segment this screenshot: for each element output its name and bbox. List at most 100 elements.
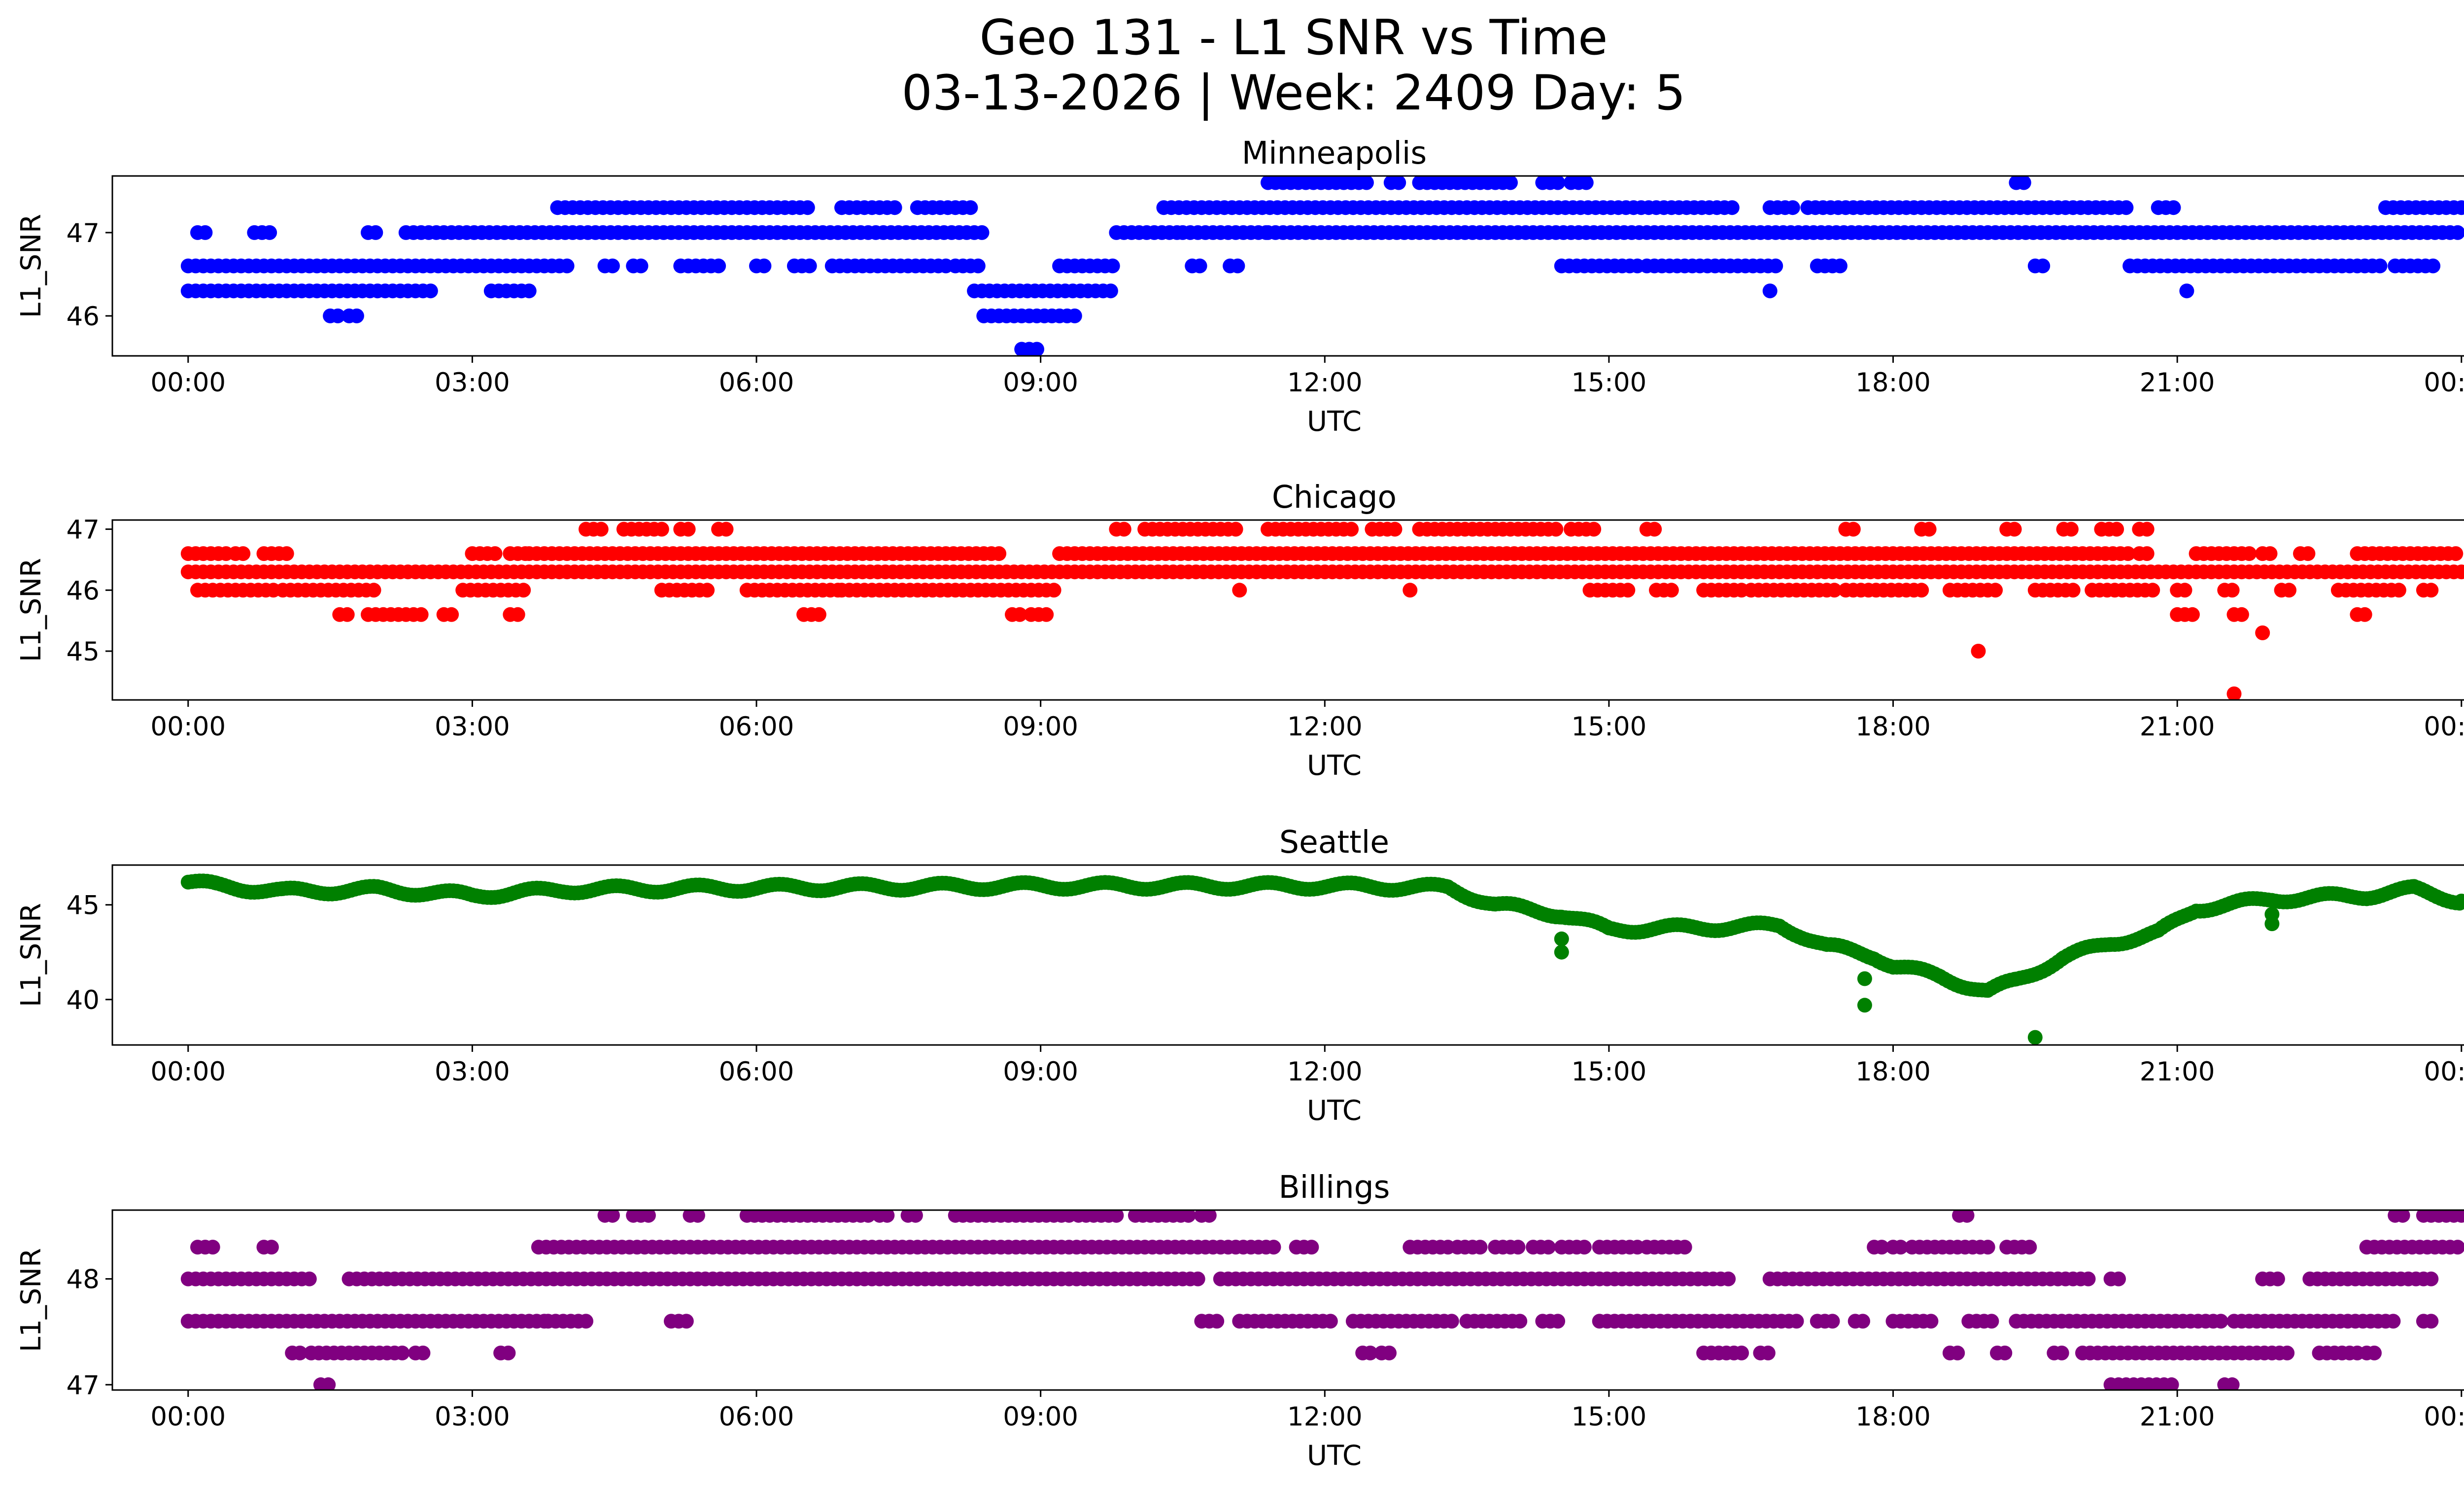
data-point [1323,1314,1338,1329]
data-point [1109,1210,1124,1223]
data-point [1039,607,1054,622]
y-tick-label: 46 [67,302,100,332]
data-point [2185,607,2200,622]
data-point [1647,522,1662,537]
x-tick-label: 00:00 [2424,368,2464,398]
subplot-title: Chicago [1272,479,1397,515]
data-point [605,258,620,274]
subplot-title: Seattle [1279,824,1389,860]
data-point [2234,607,2249,622]
subplot-minneapolis: Minneapolis 00:00 03:00 06:00 09:00 12:00 15:0… [15,135,2464,438]
x-tick-label: 03:00 [435,1402,510,1432]
data-point [1855,1314,1870,1329]
data-point [1825,1314,1840,1329]
x-tick-label: 00:00 [150,1402,226,1432]
data-point [487,546,503,561]
data-point [1923,1314,1939,1329]
data-point [2454,894,2464,908]
data-point [2027,1030,2043,1045]
y-tick-label: 45 [67,637,100,667]
data-point [1181,1210,1196,1223]
data-point [321,1377,336,1390]
data-point [1762,283,1778,299]
y-tick-label: 47 [67,218,100,248]
data-point [1029,342,1044,356]
subplot-seattle: Seattle 00:00 03:00 06:00 09:00 12:00 15:00 18:… [15,824,2464,1127]
x-tick-label: 21:00 [2140,368,2215,398]
data-point [2145,583,2160,598]
data-point [1921,522,1937,537]
x-tick-label: 00:00 [150,712,226,742]
data-point [679,1314,694,1329]
data-point [1554,944,1569,960]
data-point [559,258,575,274]
x-tick-label: 15:00 [1572,368,1647,398]
data-point [516,583,531,598]
data-point [1971,644,1986,659]
data-point [1232,583,1247,598]
data-point [963,200,978,215]
data-point [1192,258,1207,274]
data-point [579,1314,593,1329]
data-point [2179,283,2194,299]
data-point [1116,522,1131,537]
data-points [180,873,2464,1045]
y-tick-label: 45 [67,891,100,921]
x-tick-label: 18:00 [1855,1057,1931,1087]
data-point [1959,1210,1975,1223]
data-point [2164,1377,2179,1390]
data-point [2063,522,2079,537]
x-tick-label: 00:00 [150,1057,226,1087]
data-point [205,1240,220,1255]
data-point [887,200,902,215]
data-point [633,258,649,274]
data-point [423,283,438,299]
data-point [1721,1271,1736,1286]
x-tick-label: 09:00 [1003,712,1078,742]
data-point [1988,583,2003,598]
data-point [756,258,772,274]
x-tick-label: 21:00 [2140,712,2215,742]
data-point [811,607,826,622]
x-axis-label: UTC [1307,1440,1362,1472]
data-point [2262,546,2278,561]
data-point [1554,931,1569,946]
data-point [2224,1377,2240,1390]
data-points [180,176,2464,356]
data-point [2119,200,2134,215]
data-point [1387,522,1403,537]
data-point [1548,522,1564,537]
data-point [1067,308,1082,323]
data-point [2372,258,2388,274]
data-point [1984,1314,1999,1329]
x-tick-label: 18:00 [1855,1402,1931,1432]
data-point [2450,225,2464,240]
x-tick-label: 09:00 [1003,1402,1078,1432]
x-tick-label: 06:00 [719,1402,794,1432]
data-point [2255,625,2270,640]
axes-frame [111,519,2464,701]
y-tick-label: 48 [67,1265,100,1295]
data-point [2395,1210,2410,1223]
data-point [1785,200,1800,215]
x-tick-label: 09:00 [1003,368,1078,398]
data-point [292,1345,308,1360]
data-point [1827,583,1842,598]
x-tick-label: 15:00 [1572,1402,1647,1432]
data-point [1228,522,1243,537]
subplot-chicago: Chicago 00:00 03:00 06:00 09:00 12:00 15:00 18:… [15,479,2464,782]
data-point [880,1210,895,1223]
x-tick-label: 03:00 [435,368,510,398]
data-point [1586,522,1602,537]
data-point [2213,1314,2228,1329]
data-point [2177,583,2192,598]
data-point [908,1210,923,1223]
data-point [1363,1345,1378,1360]
data-point [1190,1271,1205,1286]
y-axis-label: L1_SNR [15,903,47,1007]
x-tick-label: 21:00 [2140,1057,2215,1087]
data-point [1874,1240,1889,1255]
data-point [2454,564,2464,580]
data-point [1789,1314,1804,1329]
data-point [1503,176,1518,190]
